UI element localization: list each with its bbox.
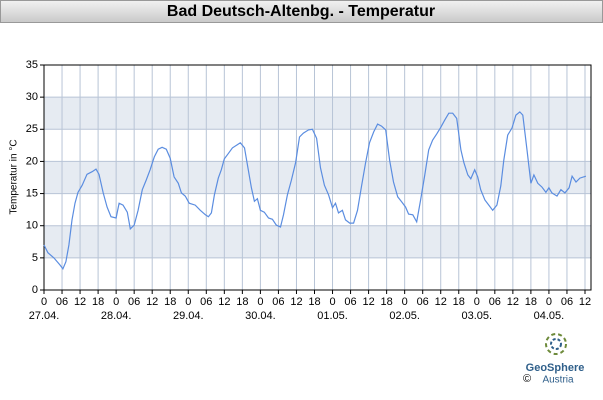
y-tick-label: 0 xyxy=(32,284,38,296)
x-date-label: 04.05. xyxy=(534,310,565,322)
x-tick-label: 12 xyxy=(507,296,519,308)
x-date-label: 28.04. xyxy=(101,310,132,322)
x-tick-label: 18 xyxy=(525,296,537,308)
grid-band xyxy=(44,161,591,194)
logo: © GeoSphere Austria xyxy=(523,333,585,386)
x-tick-label: 0 xyxy=(474,296,480,308)
grid-band xyxy=(44,225,591,258)
x-tick-label: 12 xyxy=(290,296,302,308)
logo-name: GeoSphere xyxy=(526,362,585,374)
x-tick-label: 18 xyxy=(381,296,393,308)
grid-band xyxy=(44,97,591,130)
x-tick-label: 12 xyxy=(362,296,374,308)
y-tick-label: 10 xyxy=(26,220,38,232)
x-tick-label: 18 xyxy=(236,296,248,308)
x-tick-label: 06 xyxy=(344,296,356,308)
x-tick-label: 18 xyxy=(92,296,104,308)
x-tick-label: 06 xyxy=(200,296,212,308)
x-date-label: 03.05. xyxy=(461,310,492,322)
x-tick-label: 18 xyxy=(308,296,320,308)
x-tick-label: 06 xyxy=(128,296,140,308)
logo-sub: Austria xyxy=(542,375,574,386)
y-tick-label: 25 xyxy=(26,123,38,135)
chart-title: Bad Deutsch-Altenbg. - Temperatur xyxy=(167,3,435,20)
x-date-label: 29.04. xyxy=(173,310,204,322)
y-tick-label: 30 xyxy=(26,91,38,103)
y-tick-label: 20 xyxy=(26,155,38,167)
x-tick-label: 06 xyxy=(56,296,68,308)
x-tick-label: 0 xyxy=(329,296,335,308)
y-tick-label: 5 xyxy=(32,252,38,264)
x-tick-label: 0 xyxy=(185,296,191,308)
x-tick-label: 0 xyxy=(546,296,552,308)
x-date-label: 01.05. xyxy=(317,310,348,322)
x-date-label: 02.05. xyxy=(389,310,420,322)
line-series xyxy=(43,111,587,270)
x-tick-label: 12 xyxy=(579,296,591,308)
x-tick-label: 12 xyxy=(435,296,447,308)
x-tick-label: 0 xyxy=(257,296,263,308)
x-tick-label: 0 xyxy=(41,296,47,308)
logo-icon xyxy=(550,338,562,350)
y-axis-label: Temperatur in °C xyxy=(9,139,20,214)
x-tick-label: 06 xyxy=(272,296,284,308)
x-tick-label: 06 xyxy=(561,296,573,308)
x-tick-label: 12 xyxy=(74,296,86,308)
x-tick-label: 0 xyxy=(402,296,408,308)
x-date-label: 27.04. xyxy=(29,310,60,322)
x-tick-label: 18 xyxy=(453,296,465,308)
logo-copyright: © xyxy=(523,373,531,385)
y-tick-label: 15 xyxy=(26,187,38,199)
logo-icon xyxy=(545,333,567,355)
x-tick-label: 06 xyxy=(489,296,501,308)
x-tick-label: 18 xyxy=(164,296,176,308)
x-date-label: 30.04. xyxy=(245,310,276,322)
y-tick-label: 35 xyxy=(26,59,38,71)
x-tick-label: 06 xyxy=(417,296,429,308)
x-tick-label: 0 xyxy=(113,296,119,308)
x-tick-label: 12 xyxy=(146,296,158,308)
plot-frame xyxy=(43,64,592,291)
x-tick-label: 12 xyxy=(218,296,230,308)
